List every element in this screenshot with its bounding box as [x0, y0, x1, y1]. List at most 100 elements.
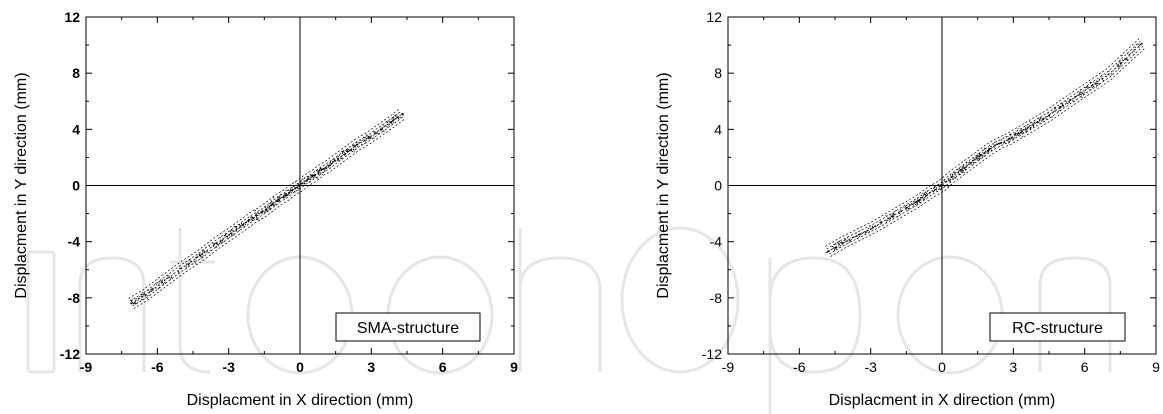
cloud-point — [1130, 52, 1132, 55]
cloud-point — [231, 229, 233, 231]
cloud-point — [226, 232, 228, 234]
cloud-point — [202, 255, 204, 257]
cloud-point — [388, 123, 390, 125]
cloud-point — [221, 240, 223, 242]
cloud-point — [297, 189, 300, 191]
cloud-point — [328, 164, 330, 166]
cloud-point — [269, 207, 271, 209]
cloud-point — [273, 205, 275, 207]
cloud-point — [1070, 100, 1072, 102]
cloud-point — [385, 125, 387, 127]
chart-2: -9 -6 -3 0 3 6 9 12 8 4 0 -4 -8 -12 Displacment in X d… — [655, 9, 1160, 409]
cloud-point — [164, 281, 166, 283]
cloud-point — [899, 209, 902, 211]
cloud-point — [280, 197, 282, 199]
cloud-point — [1140, 43, 1142, 45]
cloud-point — [993, 147, 995, 149]
cloud-point — [887, 220, 889, 222]
cloud-point — [987, 149, 989, 151]
cloud-point — [943, 184, 945, 187]
cloud-point — [332, 162, 334, 164]
cloud-point — [252, 218, 254, 220]
cloud-point — [390, 122, 392, 124]
trajectory-line — [129, 111, 402, 302]
cloud-point — [962, 167, 964, 169]
cloud-point — [1051, 116, 1053, 118]
cloud-point — [394, 115, 396, 117]
cloud-point — [360, 141, 362, 143]
cloud-point — [1009, 139, 1011, 141]
cloud-point — [206, 251, 208, 253]
cloud-point — [1073, 97, 1075, 100]
cloud-point — [1098, 79, 1101, 81]
cloud-point — [859, 233, 861, 235]
cloud-point — [855, 232, 857, 234]
cloud-point — [246, 222, 248, 224]
cloud-point — [1068, 101, 1070, 104]
cloud-point — [256, 213, 258, 215]
cloud-point — [920, 198, 922, 200]
x-tick-label: 6 — [1081, 359, 1089, 375]
cloud-point — [1139, 44, 1141, 46]
cloud-point — [1070, 99, 1072, 101]
cloud-point — [1098, 83, 1100, 85]
cloud-point — [969, 163, 971, 165]
cloud-point — [988, 151, 990, 153]
cloud-point — [827, 251, 829, 253]
trajectory-line — [825, 38, 1140, 247]
cloud-point — [368, 135, 370, 137]
cloud-point — [245, 222, 247, 224]
cloud-point — [294, 188, 296, 190]
cloud-point — [886, 221, 888, 223]
cloud-point — [341, 158, 343, 160]
cloud-point — [925, 191, 927, 193]
cloud-point — [1067, 102, 1069, 105]
cloud-point — [833, 247, 835, 249]
cloud-point — [349, 150, 351, 152]
cloud-point — [309, 181, 311, 183]
trajectory-line — [133, 118, 406, 309]
cloud-point — [861, 232, 863, 234]
cloud-point — [229, 231, 232, 233]
cloud-point — [893, 213, 895, 215]
y-tick-label: -8 — [710, 290, 723, 306]
cloud-point — [1028, 125, 1030, 127]
cloud-point — [171, 277, 173, 279]
cloud-point — [382, 130, 384, 132]
cloud-point — [163, 279, 165, 281]
cloud-point — [926, 194, 928, 196]
cloud-point — [222, 241, 224, 243]
cloud-point — [944, 181, 946, 183]
cloud-point — [364, 137, 366, 139]
cloud-point — [1016, 135, 1018, 137]
cloud-point — [264, 206, 266, 209]
cloud-point — [130, 301, 133, 303]
cloud-point — [357, 142, 359, 144]
cloud-point — [1000, 139, 1003, 141]
cloud-point — [373, 137, 375, 139]
cloud-point — [1125, 59, 1127, 61]
cloud-point — [950, 173, 952, 175]
cloud-point — [391, 123, 393, 125]
cloud-point — [368, 138, 370, 140]
cloud-point — [336, 156, 338, 159]
cloud-point — [227, 237, 229, 239]
cloud-point — [357, 145, 359, 147]
cloud-point — [978, 152, 981, 155]
cloud-point — [392, 117, 394, 119]
cloud-point — [159, 280, 161, 282]
cloud-point — [940, 186, 942, 188]
cloud-point — [866, 231, 868, 233]
cloud-point — [151, 287, 153, 289]
cloud-point — [293, 186, 295, 188]
cloud-point — [848, 241, 850, 243]
cloud-point — [986, 152, 988, 154]
cloud-point — [377, 133, 379, 135]
cloud-point — [269, 208, 271, 210]
cloud-point — [365, 139, 367, 141]
cloud-point — [990, 145, 992, 147]
cloud-point — [242, 225, 244, 227]
cloud-point — [954, 177, 957, 179]
cloud-point — [173, 272, 175, 275]
cloud-point — [232, 230, 234, 232]
